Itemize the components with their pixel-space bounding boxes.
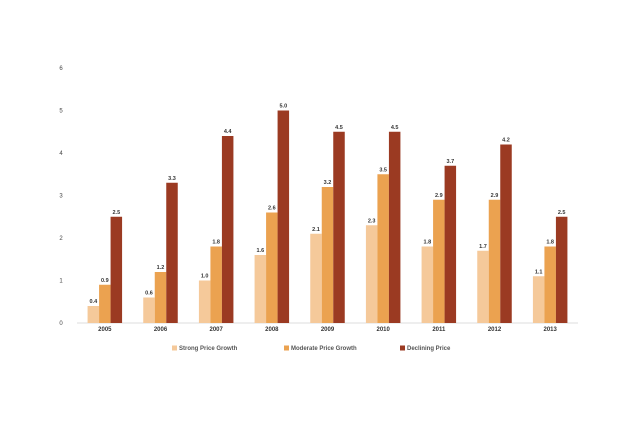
data-label: 1.8 [424, 240, 432, 246]
bar [377, 174, 389, 323]
x-tick-label: 2013 [543, 327, 557, 333]
bar [221, 136, 234, 323]
bar [421, 246, 434, 323]
data-labels: 0.4 0.9 2.5 0.6 1.2 3.3 1.0 1.8 4.4 1.6 2.6 5.0 2.1 3… [90, 104, 566, 306]
bar [365, 225, 378, 323]
data-label: 2.1 [312, 227, 320, 233]
y-tick-label: 6 [59, 66, 63, 72]
bar [433, 199, 445, 323]
data-label: 2.6 [268, 206, 276, 212]
bar [321, 187, 334, 323]
bar [488, 199, 501, 323]
y-tick-label: 0 [59, 321, 63, 327]
data-label: 5.0 [280, 104, 288, 110]
data-label: 1.7 [479, 244, 487, 250]
data-label: 4.4 [224, 129, 233, 135]
x-tick-label: 2010 [376, 327, 390, 333]
bar [532, 276, 545, 323]
legend-label: Moderate Price Growth [291, 346, 357, 352]
data-label: 1.8 [546, 240, 554, 246]
x-tick-label: 2005 [98, 327, 112, 333]
x-tick-label: 2006 [154, 327, 168, 333]
data-label: 1.1 [535, 269, 543, 275]
bar [254, 255, 267, 323]
data-label: 2.9 [491, 193, 499, 199]
y-tick-label: 5 [59, 109, 63, 115]
data-label: 1.6 [257, 248, 265, 254]
data-label: 2.3 [368, 218, 376, 224]
x-tick-label: 2008 [265, 327, 279, 333]
legend-swatch [172, 345, 177, 351]
data-label: 0.4 [90, 299, 99, 305]
bar [166, 182, 178, 323]
data-label: 2.9 [435, 193, 443, 199]
y-axis: 0 1 2 3 4 5 6 [59, 66, 63, 327]
bar [500, 144, 512, 323]
bar [110, 216, 123, 323]
bar [154, 272, 167, 323]
data-label: 0.6 [145, 291, 153, 297]
legend: Strong Price Growth Moderate Price Growth… [172, 345, 451, 352]
data-label: 3.5 [379, 167, 387, 173]
legend-swatch [400, 345, 405, 351]
data-label: 2.5 [113, 210, 121, 216]
y-tick-label: 4 [59, 151, 63, 157]
bar [266, 212, 278, 323]
data-label: 1.0 [201, 274, 209, 280]
bar [143, 297, 155, 323]
bar [555, 216, 568, 323]
data-label: 2.5 [558, 210, 566, 216]
data-label: 1.8 [212, 240, 220, 246]
legend-swatch [284, 345, 289, 351]
data-label: 4.5 [391, 125, 399, 131]
data-label: 4.2 [502, 138, 510, 144]
bars [87, 110, 568, 323]
y-tick-label: 1 [59, 279, 63, 285]
x-axis: 2005 2006 2007 2008 2009 2010 2011 2012 2013 [77, 322, 578, 333]
data-label: 3.2 [324, 180, 332, 186]
y-tick-label: 2 [59, 236, 63, 242]
bar [333, 131, 345, 323]
bar [444, 165, 457, 323]
bar [198, 280, 211, 323]
bar [210, 246, 222, 323]
legend-label: Strong Price Growth [179, 346, 238, 352]
data-label: 1.2 [157, 265, 165, 271]
legend-label: Declining Price [407, 346, 451, 352]
data-label: 3.3 [168, 176, 176, 182]
x-tick-label: 2007 [209, 327, 223, 333]
data-label: 4.5 [335, 125, 343, 131]
x-tick-label: 2011 [432, 327, 446, 333]
bar [87, 306, 100, 323]
y-tick-label: 3 [59, 194, 63, 200]
bar [310, 233, 322, 323]
data-label: 3.7 [447, 159, 455, 165]
bar [388, 131, 401, 323]
bar [277, 110, 290, 323]
x-tick-label: 2012 [488, 327, 502, 333]
bar [544, 246, 556, 323]
bar [477, 250, 489, 323]
data-label: 0.9 [101, 278, 109, 284]
bar [99, 284, 111, 323]
x-tick-label: 2009 [321, 327, 335, 333]
